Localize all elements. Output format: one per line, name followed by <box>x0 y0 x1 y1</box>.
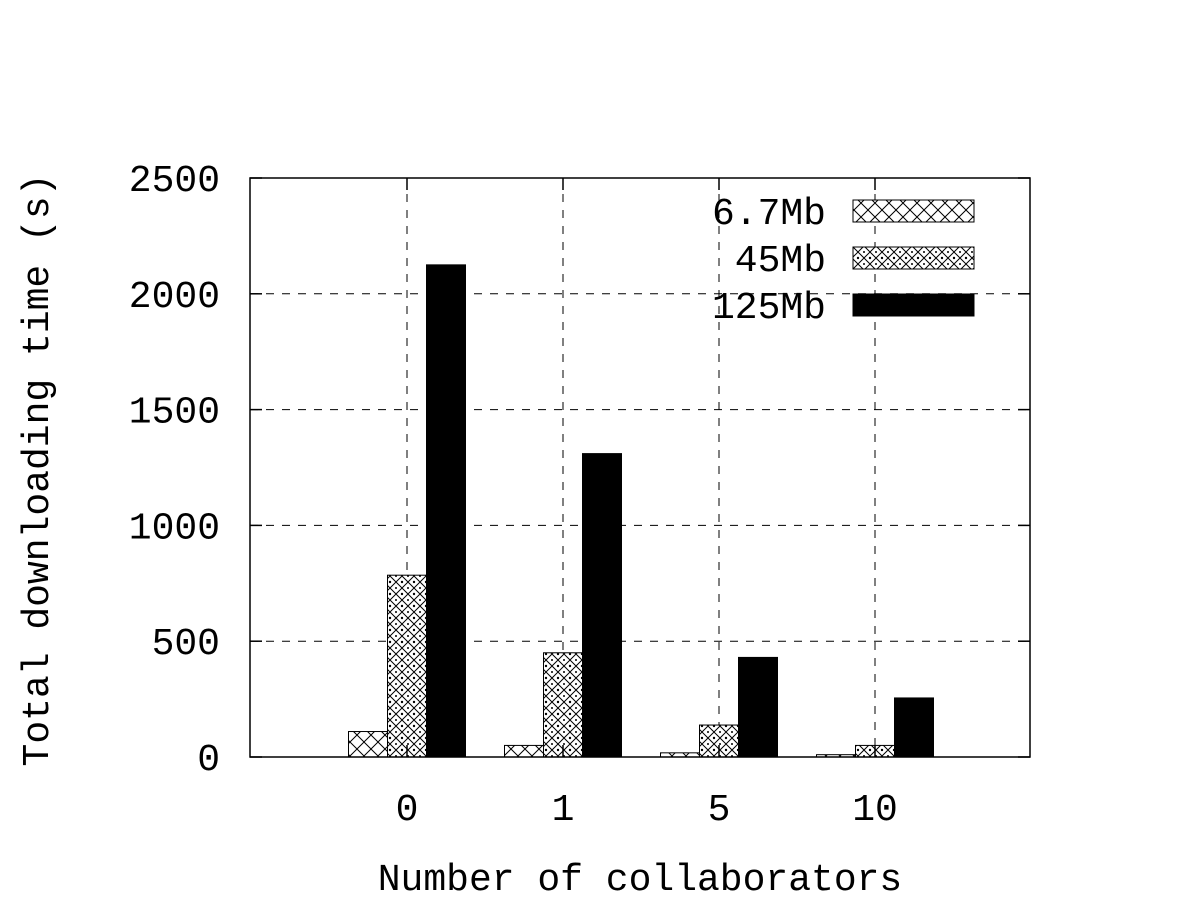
y-ticks-layer: 0 500 1000 1500 2000 2500 <box>129 160 1030 782</box>
y-tick-label: 2000 <box>129 276 220 319</box>
y-tick-label: 0 <box>197 739 220 782</box>
legend-label: 6.7Mb <box>712 193 826 236</box>
y-tick-label: 500 <box>152 623 220 666</box>
y-axis-label: Total downloading time (s) <box>17 174 60 767</box>
bar-125mb-1 <box>582 453 622 758</box>
bars-layer <box>348 264 934 758</box>
legend-swatch <box>852 199 975 223</box>
legend-label: 45Mb <box>735 240 826 283</box>
y-tick-label: 1500 <box>129 392 220 435</box>
x-tick-label: 10 <box>852 789 898 832</box>
plot-frame <box>249 177 1031 758</box>
y-tick-label: 1000 <box>129 507 220 550</box>
bar-67mb-1 <box>504 744 544 758</box>
bar-45mb-0 <box>387 574 427 758</box>
bar-125mb-0 <box>426 264 466 758</box>
x-tick-label: 0 <box>396 789 419 832</box>
x-ticks-layer: 0 1 5 10 <box>396 178 898 832</box>
legend-label: 125Mb <box>712 287 826 330</box>
bar-67mb-0 <box>348 731 388 758</box>
x-tick-label: 1 <box>552 789 575 832</box>
bar-45mb-1 <box>543 652 583 758</box>
bar-125mb-5 <box>738 656 778 758</box>
x-axis-label: Number of collaborators <box>378 859 903 902</box>
legend-swatch <box>852 246 975 270</box>
bar-125mb-10 <box>894 697 934 758</box>
y-tick-label: 2500 <box>129 160 220 203</box>
x-tick-label: 5 <box>708 789 731 832</box>
legend-swatch <box>852 293 975 317</box>
